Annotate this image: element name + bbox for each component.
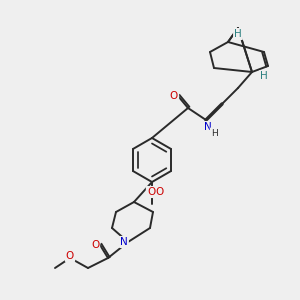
Text: O: O	[170, 91, 178, 101]
Text: O: O	[66, 251, 74, 261]
Text: O: O	[156, 187, 164, 197]
Text: N: N	[120, 237, 128, 247]
Text: N: N	[204, 122, 212, 132]
Text: H: H	[234, 29, 242, 39]
Text: O: O	[91, 240, 99, 250]
Text: O: O	[147, 187, 155, 197]
Text: H: H	[260, 71, 268, 81]
Text: H: H	[211, 128, 218, 137]
